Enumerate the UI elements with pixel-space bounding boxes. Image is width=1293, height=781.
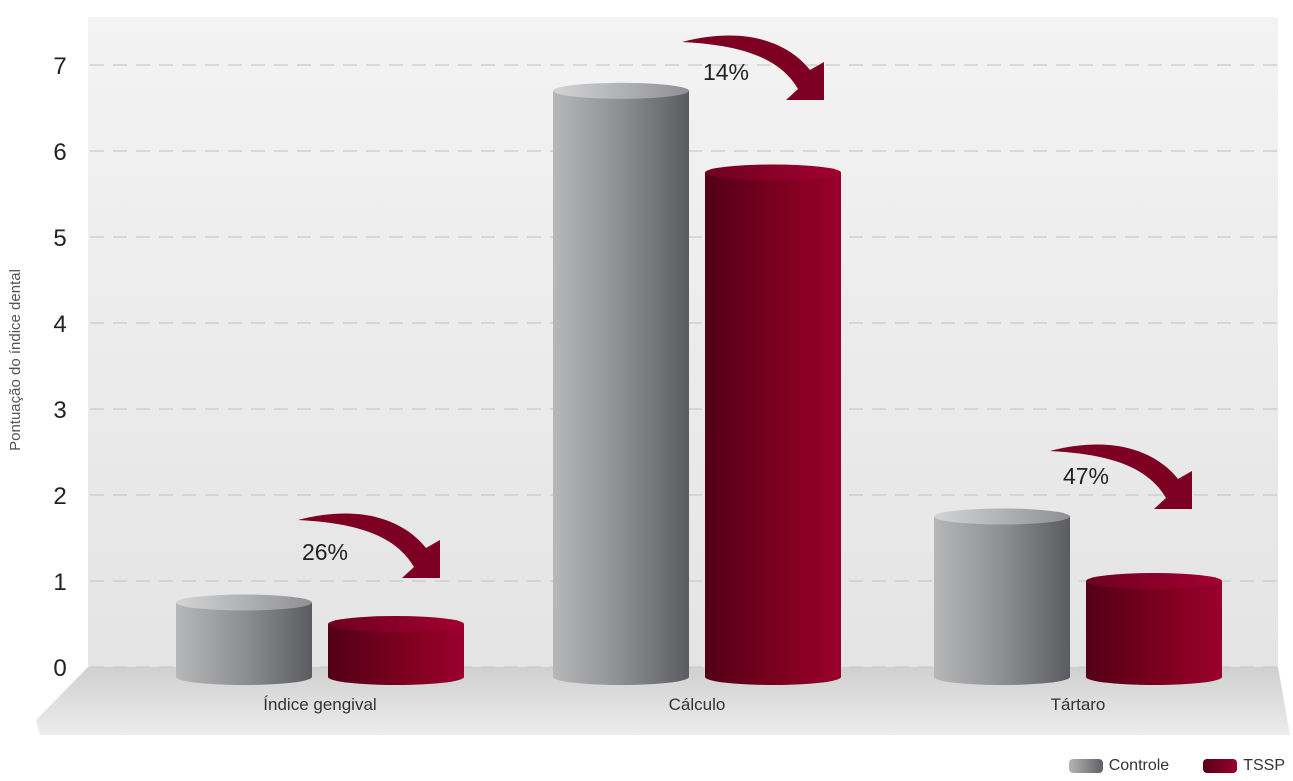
y-tick-2: 2	[53, 483, 66, 510]
legend-item-controle: Controle	[1068, 757, 1170, 775]
y-tick-5: 5	[53, 225, 66, 252]
bar-tssp-1	[705, 164, 841, 685]
arrow-shape	[1050, 444, 1192, 509]
x-tick-2: Tártaro	[1051, 695, 1106, 714]
annotation-arrow-1: 14%	[682, 35, 824, 100]
bar-body	[934, 516, 1070, 685]
y-tick-6: 6	[53, 139, 66, 166]
y-tick-7: 7	[53, 53, 66, 80]
arrow-shape	[298, 513, 440, 578]
x-axis-ticks: Índice gengival Cálculo Tártaro	[263, 695, 1105, 714]
x-tick-1: Cálculo	[669, 695, 726, 714]
gridlines	[90, 64, 1278, 668]
y-axis-label: Pontuação do índice dental	[7, 269, 24, 451]
annotation-label-2: 47%	[1063, 463, 1109, 489]
y-tick-0: 0	[53, 655, 66, 682]
arrow-shape	[682, 35, 824, 100]
x-tick-0: Índice gengival	[263, 695, 376, 714]
bar-body	[176, 602, 312, 685]
bar-body	[705, 172, 841, 685]
bar-controle-0	[176, 594, 312, 685]
bar-tssp-0	[328, 616, 464, 685]
y-tick-3: 3	[53, 397, 66, 424]
annotation-label-0: 26%	[302, 539, 348, 565]
legend-item-tssp: TSSP	[1203, 757, 1285, 775]
legend-label-tssp: TSSP	[1243, 757, 1285, 774]
bar-body	[1086, 581, 1222, 685]
bar-top	[553, 82, 689, 99]
y-tick-1: 1	[53, 569, 66, 596]
legend-label-controle: Controle	[1108, 757, 1170, 774]
legend-swatch-controle	[1068, 759, 1103, 773]
bars	[176, 82, 1222, 686]
bar-top	[934, 508, 1070, 525]
bar-tssp-2	[1086, 573, 1222, 685]
bar-top	[705, 164, 841, 181]
bar-controle-2	[934, 508, 1070, 685]
legend: Controle TSSP	[1035, 757, 1285, 775]
bar-top	[1086, 573, 1222, 589]
y-tick-4: 4	[53, 311, 66, 338]
bar-top	[176, 594, 312, 611]
annotation-label-1: 14%	[703, 59, 749, 85]
bar-body	[553, 90, 689, 686]
annotation-arrow-0: 26%	[298, 513, 440, 578]
y-axis-ticks: 0 1 2 3 4 5 6 7	[53, 53, 66, 682]
bar-controle-1	[553, 82, 689, 686]
legend-swatch-tssp	[1203, 759, 1238, 773]
bar-body	[328, 624, 464, 685]
annotation-arrow-2: 47%	[1050, 444, 1192, 509]
bar-top	[328, 616, 464, 632]
annotations: 26% 14% 47%	[298, 35, 1192, 578]
